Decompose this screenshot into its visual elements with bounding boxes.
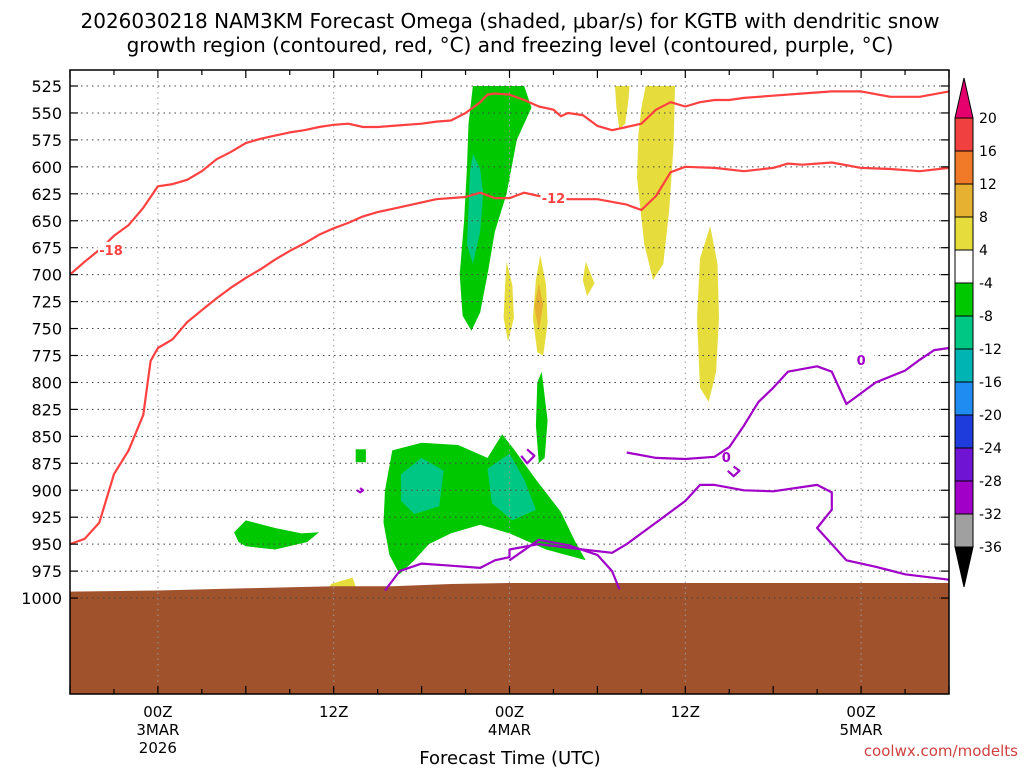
x-tick-label: 5MAR: [840, 721, 883, 739]
omega-shading: [234, 86, 719, 594]
x-tick-label: 12Z: [319, 703, 348, 721]
colorbar-label: 16: [979, 144, 997, 160]
x-tick-label: 3MAR: [136, 721, 179, 739]
x-tick-label: 00Z: [846, 703, 875, 721]
y-tick-label: 975: [31, 562, 62, 581]
colorbar-label: 4: [979, 243, 988, 259]
y-tick-label: 1000: [21, 589, 62, 608]
contour-label: -12: [542, 192, 566, 207]
y-tick-label: 525: [31, 77, 62, 96]
credit-text: coolwx.com/modelts: [864, 742, 1018, 760]
omega-region: [615, 86, 630, 130]
y-tick-label: 850: [31, 427, 62, 446]
colorbar-label: -20: [979, 408, 1002, 424]
chart-title-line1: 2026030218 NAM3KM Forecast Omega (shaded…: [81, 9, 940, 33]
terrain-fill: [70, 583, 949, 694]
grid-lines: [70, 70, 949, 694]
terrain-shape: [70, 583, 949, 694]
x-tick-label: 00Z: [495, 703, 524, 721]
colorbar-label: -24: [979, 441, 1002, 457]
y-tick-label: 775: [31, 347, 62, 366]
y-tick-label: 925: [31, 508, 62, 527]
colorbar-swatch: [954, 513, 974, 548]
colorbar-swatch: [954, 216, 974, 251]
colorbar-swatch: [954, 249, 974, 284]
contour-line: [69, 161, 950, 546]
y-tick-label: 600: [31, 158, 62, 177]
contour-label: 0: [857, 354, 866, 369]
colorbar-swatch: [954, 282, 974, 317]
omega-region: [234, 520, 319, 550]
colorbar-swatch: [954, 183, 974, 218]
y-tick-label: 950: [31, 535, 62, 554]
colorbar-swatch: [954, 381, 974, 416]
y-tick-label: 725: [31, 293, 62, 312]
y-tick-label: 825: [31, 400, 62, 419]
colorbar: 20 16 12 8 4 -4 -8 -12 -16 -20 -24 -28 -32 -36: [954, 77, 1002, 588]
omega-region: [503, 261, 514, 342]
contour-line: [356, 487, 365, 494]
y-tick-label: 900: [31, 481, 62, 500]
x-tick-label: 2026: [139, 739, 177, 757]
omega-region: [401, 457, 444, 514]
colorbar-label: 20: [979, 111, 997, 127]
colorbar-top-arrow: [954, 77, 974, 119]
colorbar-label: 8: [979, 210, 988, 226]
y-tick-label: 650: [31, 212, 62, 231]
colorbar-swatch: [954, 348, 974, 383]
contour-label: -18: [99, 244, 123, 259]
colorbar-swatch: [954, 315, 974, 350]
omega-region: [637, 86, 675, 280]
x-tick-label: 4MAR: [488, 721, 531, 739]
colorbar-swatch: [954, 447, 974, 482]
omega-region: [355, 449, 366, 463]
colorbar-label: -32: [979, 507, 1002, 523]
colorbar-label: 12: [979, 177, 997, 193]
x-tick-label: 00Z: [143, 703, 172, 721]
contour-line: [69, 90, 950, 276]
omega-region: [535, 371, 548, 464]
y-tick-label: 575: [31, 131, 62, 150]
omega-region: [487, 453, 536, 521]
colorbar-label: -12: [979, 342, 1002, 358]
contour-line: [384, 483, 950, 592]
contour-label: 0: [722, 451, 731, 466]
omega-region: [582, 261, 595, 297]
y-tick-label: 875: [31, 454, 62, 473]
y-axis: 525 550 575 600 625 650 675 700 725 750 775 800 825 8…: [21, 77, 949, 608]
x-axis-label: Forecast Time (UTC): [419, 748, 600, 768]
colorbar-swatch: [954, 117, 974, 152]
colorbar-swatch: [954, 414, 974, 449]
omega-region: [697, 226, 719, 402]
colorbar-label: -4: [979, 276, 993, 292]
contour-label-bg: [540, 190, 567, 206]
contour-label-bg: [848, 351, 875, 367]
colorbar-bottom-arrow: [954, 546, 974, 588]
contour-line: [727, 465, 741, 478]
x-tick-label: 12Z: [671, 703, 700, 721]
colorbar-swatch: [954, 150, 974, 185]
colorbar-swatch: [954, 480, 974, 515]
colorbar-label: -16: [979, 375, 1002, 391]
y-tick-label: 550: [31, 104, 62, 123]
contour-line: [626, 346, 950, 461]
y-tick-label: 675: [31, 239, 62, 258]
colorbar-label: -28: [979, 474, 1002, 490]
contour-label-bg: [98, 241, 125, 257]
contour-line: [520, 448, 536, 465]
omega-region: [467, 153, 484, 264]
y-tick-label: 750: [31, 320, 62, 339]
colorbar-label: -36: [979, 540, 1002, 556]
omega-region: [459, 86, 532, 331]
chart-title-line2: growth region (contoured, red, °C) and f…: [127, 33, 894, 57]
y-tick-label: 625: [31, 185, 62, 204]
contour-lines: -18 -12 0 0: [69, 90, 950, 592]
omega-region: [534, 283, 544, 331]
colorbar-label: -8: [979, 309, 993, 325]
y-tick-label: 800: [31, 373, 62, 392]
y-tick-label: 700: [31, 266, 62, 285]
